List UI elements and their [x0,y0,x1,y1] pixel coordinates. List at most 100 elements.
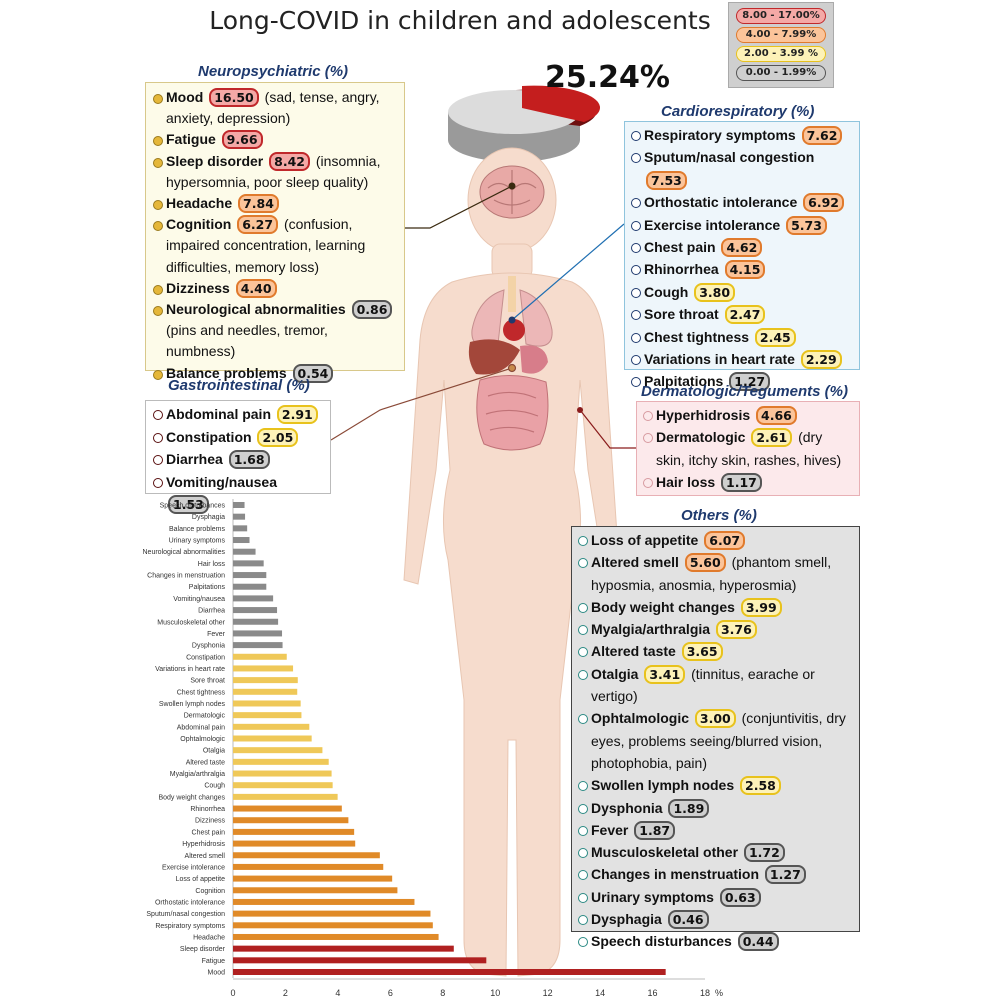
intestines-icon [476,374,549,451]
symptom-name: Orthostatic intolerance [644,194,798,211]
bar [233,793,338,800]
others-panel-title: Others (%) [681,507,757,524]
x-tick-label: 14 [595,988,605,998]
bar [233,969,666,975]
value-badge: 3.80 [694,282,736,302]
connector-lines [330,182,636,449]
symptom-name: Rhinorrhea [644,261,719,278]
symptom-name: Altered taste [591,643,676,660]
bar [233,910,431,917]
symptom-name: Body weight changes [591,598,735,615]
symptom-item: Changes in menstruation 1.27 [577,863,854,885]
lungs-icon [471,276,553,347]
symptom-item: Sore throat 2.47 [630,303,854,325]
category-label: Dizziness [195,818,225,825]
symptom-description: (conjuntivitis, dry eyes, problems seein… [591,710,846,771]
bar [233,782,333,789]
bar [233,758,329,765]
gastro-panel-title: Gastrointestinal (%) [168,377,310,394]
bar [233,875,393,882]
bar [233,922,433,929]
category-label: Altered smell [185,853,226,860]
symptom-name: Sleep disorder [166,152,264,169]
value-badge: 1.72 [743,843,785,863]
value-badge: 0.54 [292,363,334,383]
category-label: Palpitations [189,584,226,591]
symptom-item: Sputum/nasal congestion 7.53 [630,146,854,191]
derm-panel-title: Dermatologic/Teguments (%) [641,383,848,400]
symptom-name: Swollen lymph nodes [591,777,735,794]
symptom-item: Hair loss 1.17 [642,471,854,493]
symptom-name: Mood [166,89,204,105]
category-label: Headache [193,934,225,941]
gastrointestinal-panel: Abdominal pain 2.91 Constipation 2.05 Diar… [145,400,331,514]
legend-item: 2.00 - 3.99 % [736,46,826,62]
legend-item: 4.00 - 7.99% [736,27,826,43]
symptom-item: Fatigue 9.66 [152,129,398,150]
symptom-name: Dizziness [166,279,230,296]
category-label: Abdominal pain [177,724,225,731]
value-badge: 4.66 [756,406,797,425]
value-badge: 1.68 [228,450,270,469]
x-tick-label: 18 [700,988,710,998]
value-badge: 8.42 [269,151,310,171]
bar [233,653,287,660]
value-badge: 5.73 [786,215,827,235]
pie-chart [448,85,601,162]
x-tick-label: 0 [230,988,235,998]
category-label: Chest pain [192,829,226,836]
value-badge: 2.45 [754,327,796,347]
neuro-panel-title: Neuropsychiatric (%) [198,63,349,80]
symptom-item: Cognition 6.27 (confusion, impaired conc… [152,214,398,278]
symptom-item: Otalgia 3.41 (tinnitus, earache or verti… [577,663,854,708]
bar [233,805,342,812]
category-label: Loss of appetite [176,876,226,883]
others-panel: Loss of appetite 6.07 Altered smell 5.60 … [571,526,860,952]
value-badge: 16.50 [209,88,259,107]
category-label: Dysphonia [192,643,225,650]
symptom-item: Dermatologic 2.61 (dry skin, itchy skin,… [642,426,854,471]
legend-item: 0.00 - 1.99% [736,65,826,81]
symptom-item: Orthostatic intolerance 6.92 [630,191,854,213]
value-badge: 6.92 [803,193,844,213]
symptom-item: Cough 3.80 [630,281,854,303]
x-tick-label: 8 [440,988,445,998]
symptom-name: Dysphonia [591,799,663,816]
symptom-name: Ophtalmologic [591,710,689,727]
category-label: Hair loss [198,561,226,568]
bar [233,933,439,940]
category-label: Diarrhea [198,608,225,615]
category-label: Sputum/nasal congestion [146,911,225,918]
bar [233,840,356,847]
symptom-description: (dry skin, itchy skin, rashes, hives) [656,429,842,468]
x-tick-label: 16 [648,988,658,998]
symptom-name: Changes in menstruation [591,866,760,883]
category-label: Sleep disorder [180,946,226,953]
category-label: Fatigue [202,958,225,965]
color-legend: 8.00 - 17.00% 4.00 - 7.99% 2.00 - 3.99 % 0.… [728,2,834,88]
category-label: Respiratory symptoms [155,923,225,930]
value-badge: 2.29 [800,350,842,370]
value-badge: 4.15 [724,260,766,280]
symptom-item: Respiratory symptoms 7.62 [630,124,854,146]
symptom-name: Hyperhidrosis [656,407,751,423]
symptom-description: (tinnitus, earache or vertigo) [591,665,815,705]
x-tick-label: 4 [335,988,340,998]
stomach-icon [520,345,548,374]
symptom-item: Exercise intolerance 5.73 [630,214,854,236]
value-badge: 2.58 [740,776,781,796]
x-tick-label: 12 [543,988,553,998]
bar [233,513,246,520]
symptom-item: Dysphagia 0.46 [577,908,854,930]
category-label: Constipation [186,654,225,661]
value-badge: 0.86 [351,300,393,320]
category-label: Hyperhidrosis [182,841,225,848]
bar [233,630,283,637]
symptom-name: Dysphagia [591,911,662,928]
category-label: Body weight changes [158,794,225,801]
symptom-name: Constipation [166,428,252,445]
category-label: Ophtalmologic [180,736,225,743]
symptom-name: Palpitations [644,373,724,390]
symptom-description: (confusion, impaired concentration, lear… [166,216,366,275]
